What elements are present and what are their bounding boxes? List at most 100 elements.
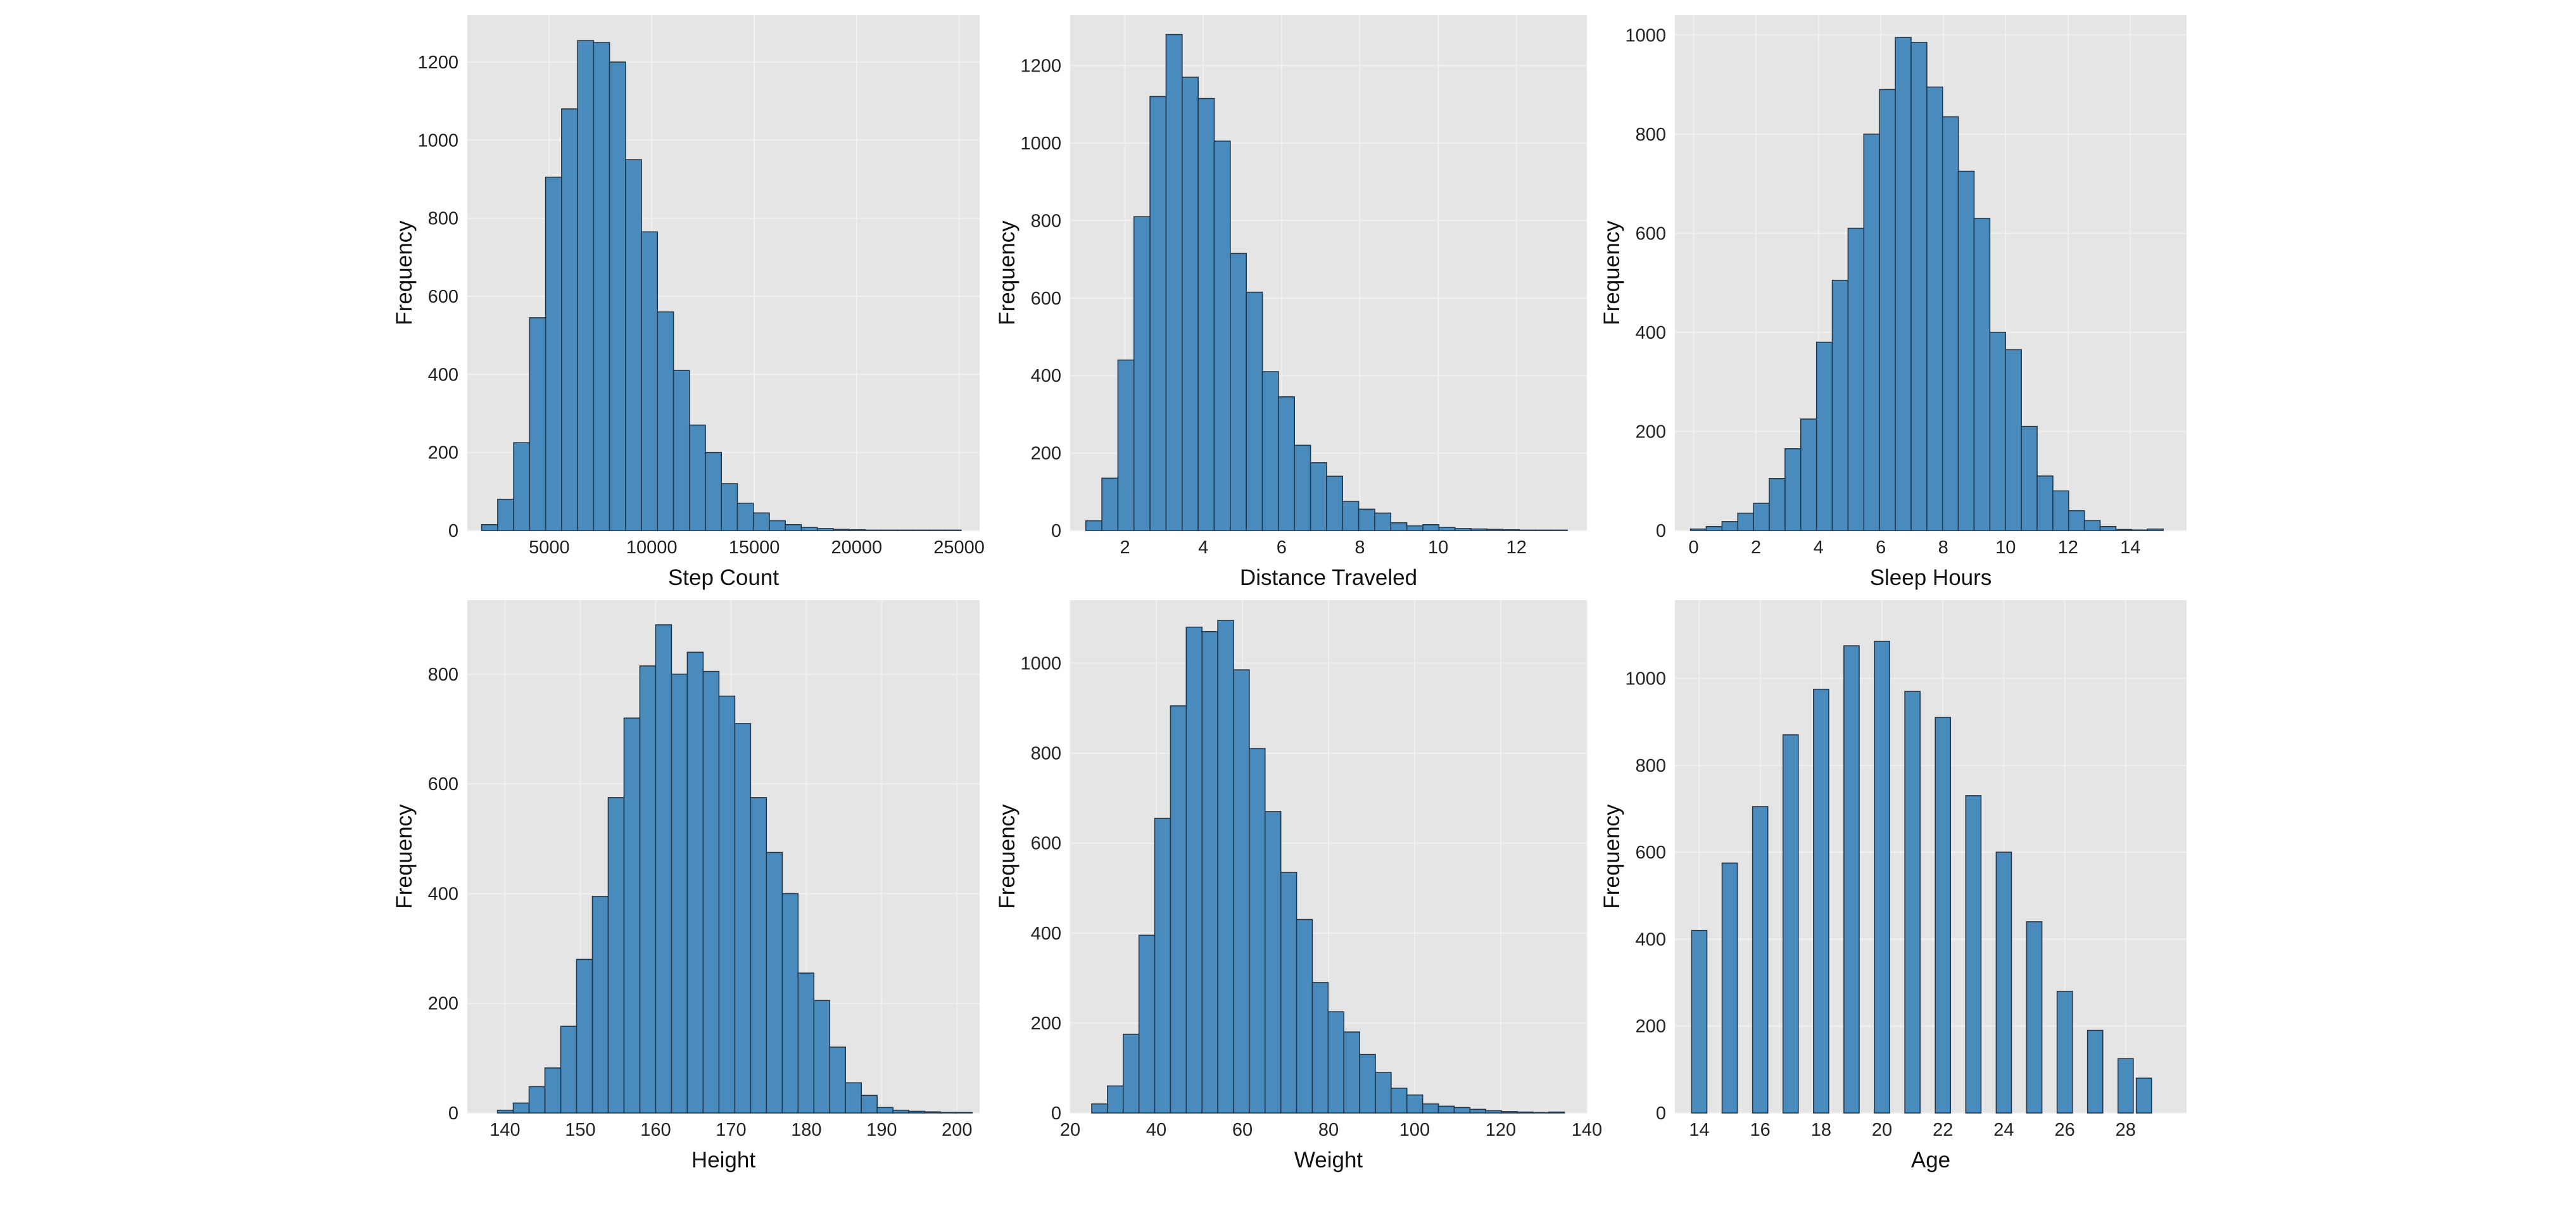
histogram-bar	[1101, 477, 1119, 531]
x-tick-label: 22	[1933, 1120, 1953, 1140]
histogram-bar	[528, 1086, 546, 1114]
y-tick-label: 0	[1656, 1103, 1666, 1124]
histogram-bar	[705, 451, 723, 531]
histogram-bar	[1122, 1033, 1140, 1114]
x-tick-label: 190	[866, 1120, 897, 1140]
y-tick-label: 400	[1031, 366, 1061, 386]
histogram-bar	[1470, 528, 1488, 531]
histogram-bar	[1185, 626, 1203, 1114]
chart-panel-age: 0 200 400 600 800 1000 14 16 18 20 22 24 26 28 Age Freq…	[1600, 600, 2187, 1172]
histogram-bar	[702, 670, 720, 1114]
histogram-bar	[1437, 1105, 1455, 1114]
histogram-bar	[1375, 1072, 1392, 1114]
histogram-bar	[593, 42, 610, 531]
bars	[1085, 34, 1568, 531]
histogram-bar	[1518, 529, 1536, 531]
x-tick-label: 2	[1120, 537, 1130, 558]
histogram-bar	[1721, 521, 1739, 531]
histogram-bar	[1406, 525, 1424, 531]
histogram-bar	[1294, 444, 1311, 531]
y-tick-label: 400	[428, 365, 458, 385]
histogram-bar	[1863, 134, 1881, 531]
x-tick-label: 200	[942, 1120, 972, 1140]
histogram-bar	[1453, 1107, 1471, 1114]
histogram-bar	[1343, 1031, 1360, 1114]
histogram-bar	[1438, 527, 1456, 531]
y-tick-label: 1000	[1020, 653, 1061, 674]
x-tick-label: 140	[1572, 1120, 1602, 1140]
y-tick-label: 200	[428, 994, 458, 1014]
histogram-bar	[1246, 291, 1263, 531]
histogram-bar	[1422, 524, 1440, 531]
x-tick-label: 40	[1146, 1120, 1166, 1140]
y-axis-label: Frequency	[995, 220, 1020, 325]
y-tick-label: 400	[1031, 924, 1061, 944]
x-tick-label: 24	[1993, 1120, 2014, 1140]
y-tick-label: 200	[428, 443, 458, 463]
x-axis-label: Step Count	[668, 565, 779, 590]
histogram-bar	[1995, 851, 2012, 1114]
histogram-bar	[1486, 529, 1504, 531]
y-tick-label: 0	[1051, 1103, 1061, 1124]
x-tick-label: 12	[2058, 537, 2078, 558]
histogram-bar	[1705, 525, 1723, 531]
histogram-bar	[497, 498, 514, 531]
x-tick-label: 80	[1318, 1120, 1339, 1140]
histogram-bar	[940, 1112, 957, 1114]
histogram-bar	[1422, 1103, 1439, 1114]
x-tick-label: 16	[1750, 1120, 1771, 1140]
y-tick-label: 800	[1031, 744, 1061, 764]
histogram-bar	[544, 1067, 562, 1114]
histogram-bar	[1201, 631, 1218, 1114]
x-tick-label: 26	[2054, 1120, 2074, 1140]
histogram-bar	[1847, 227, 1865, 531]
bars	[481, 40, 962, 531]
x-tick-label: 160	[640, 1120, 671, 1140]
histogram-bar	[2087, 1029, 2104, 1114]
y-tick-label: 800	[428, 209, 458, 229]
y-axis-label: Frequency	[995, 804, 1020, 909]
y-axis-label: Frequency	[1600, 220, 1624, 325]
histogram-bar	[576, 958, 593, 1114]
histogram-bar	[1107, 1085, 1124, 1114]
histogram-bar	[1213, 141, 1231, 531]
x-tick-label: 140	[489, 1120, 520, 1140]
histogram-bar	[813, 1000, 831, 1114]
bars	[1691, 641, 2152, 1114]
histogram-bar	[1752, 806, 1769, 1114]
histogram-bar	[1501, 1111, 1518, 1114]
histogram-bar	[1138, 934, 1156, 1114]
histogram-bar	[1689, 528, 1707, 531]
histogram-bar	[734, 723, 752, 1114]
histogram-bar	[1374, 512, 1392, 531]
histogram-bar	[1843, 645, 1860, 1114]
histogram-bar	[1973, 218, 1991, 531]
x-axis-label: Age	[1911, 1148, 1950, 1172]
histogram-bar	[1390, 522, 1408, 531]
histogram-bar	[1280, 872, 1297, 1114]
y-tick-label: 1000	[417, 130, 458, 151]
x-tick-label: 14	[2120, 537, 2140, 558]
x-tick-label: 20	[1060, 1120, 1080, 1140]
y-tick-label: 0	[1656, 521, 1666, 541]
histogram-bar	[769, 520, 786, 531]
histogram-bar	[800, 527, 818, 531]
histogram-bar	[2147, 528, 2164, 531]
histogram-bar	[1895, 37, 1912, 531]
x-axis-label: Height	[691, 1148, 755, 1172]
y-tick-label: 1000	[1020, 134, 1061, 154]
histogram-bar	[1782, 734, 1799, 1114]
y-axis-label: Frequency	[392, 220, 417, 325]
histogram-bar	[481, 524, 498, 531]
y-tick-label: 400	[1636, 929, 1666, 950]
histogram-bar	[671, 674, 688, 1114]
histogram-bar	[1154, 817, 1171, 1114]
chart-panel-step-count: 0 200 400 600 800 1000 1200 5000 10000 15000 20000…	[392, 15, 985, 590]
histogram-bar	[1534, 529, 1552, 531]
histogram-bar	[545, 177, 562, 531]
histogram-bar	[1327, 1011, 1345, 1114]
histogram-bar	[1989, 332, 2007, 531]
histogram-bar	[1517, 1111, 1534, 1114]
y-tick-label: 600	[1031, 289, 1061, 309]
histogram-bar	[1182, 77, 1199, 531]
